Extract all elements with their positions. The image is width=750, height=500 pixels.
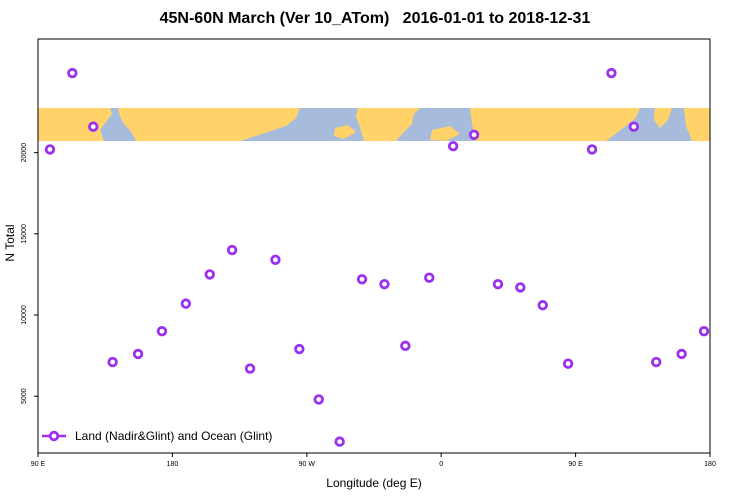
data-point — [515, 282, 526, 293]
x-tick-label: 0 — [439, 461, 443, 468]
y-axis-label: N Total — [3, 224, 17, 262]
x-axis-label: Longitude (deg E) — [326, 476, 422, 490]
data-point — [132, 348, 144, 360]
x-tick-label: 180 — [704, 461, 716, 468]
y-tick-label: 15000 — [21, 224, 28, 244]
data-point — [270, 254, 281, 265]
data-point — [88, 121, 99, 132]
legend-marker — [48, 430, 60, 442]
data-point — [537, 300, 548, 311]
data-point — [180, 298, 192, 309]
data-point — [562, 358, 574, 369]
x-tick-label: 90 E — [31, 461, 46, 468]
data-points — [44, 67, 710, 447]
data-point — [334, 436, 345, 447]
data-point — [676, 348, 687, 360]
y-tick-label: 10000 — [21, 305, 28, 325]
legend: Land (Nadir&Glint) and Ocean (Glint) — [42, 429, 272, 443]
data-point — [424, 272, 435, 283]
data-point — [628, 121, 640, 132]
data-point — [651, 356, 662, 368]
data-point — [313, 394, 324, 405]
data-point — [698, 326, 710, 337]
legend-label: Land (Nadir&Glint) and Ocean (Glint) — [75, 429, 272, 443]
data-point — [492, 278, 504, 290]
y-tick-label: 20000 — [21, 143, 28, 163]
data-point — [379, 278, 390, 290]
data-point — [447, 140, 459, 152]
data-point — [400, 340, 411, 352]
data-point — [586, 144, 598, 155]
data-point — [107, 356, 118, 368]
x-tick-label: 180 — [167, 461, 179, 468]
chart-title: 45N-60N March (Ver 10_ATom) 2016-01-01 t… — [159, 10, 591, 27]
x-axis-ticks: 90 E 180 90 W 0 90 E 180 — [31, 453, 716, 468]
y-axis-ticks: 5000 10000 15000 20000 — [21, 143, 38, 404]
plot-frame — [37, 38, 711, 454]
data-point — [226, 244, 238, 256]
map-land — [38, 108, 710, 141]
data-point — [44, 144, 56, 155]
data-point — [244, 363, 256, 374]
map-strip — [38, 108, 710, 141]
data-point — [67, 67, 78, 79]
data-point — [156, 326, 168, 337]
data-point — [606, 67, 617, 79]
data-point — [356, 274, 368, 285]
x-tick-label: 90 W — [299, 461, 316, 468]
data-point — [294, 343, 305, 355]
y-tick-label: 5000 — [21, 388, 28, 404]
data-point — [204, 269, 215, 280]
x-tick-label: 90 E — [568, 461, 583, 468]
data-point — [468, 129, 480, 140]
